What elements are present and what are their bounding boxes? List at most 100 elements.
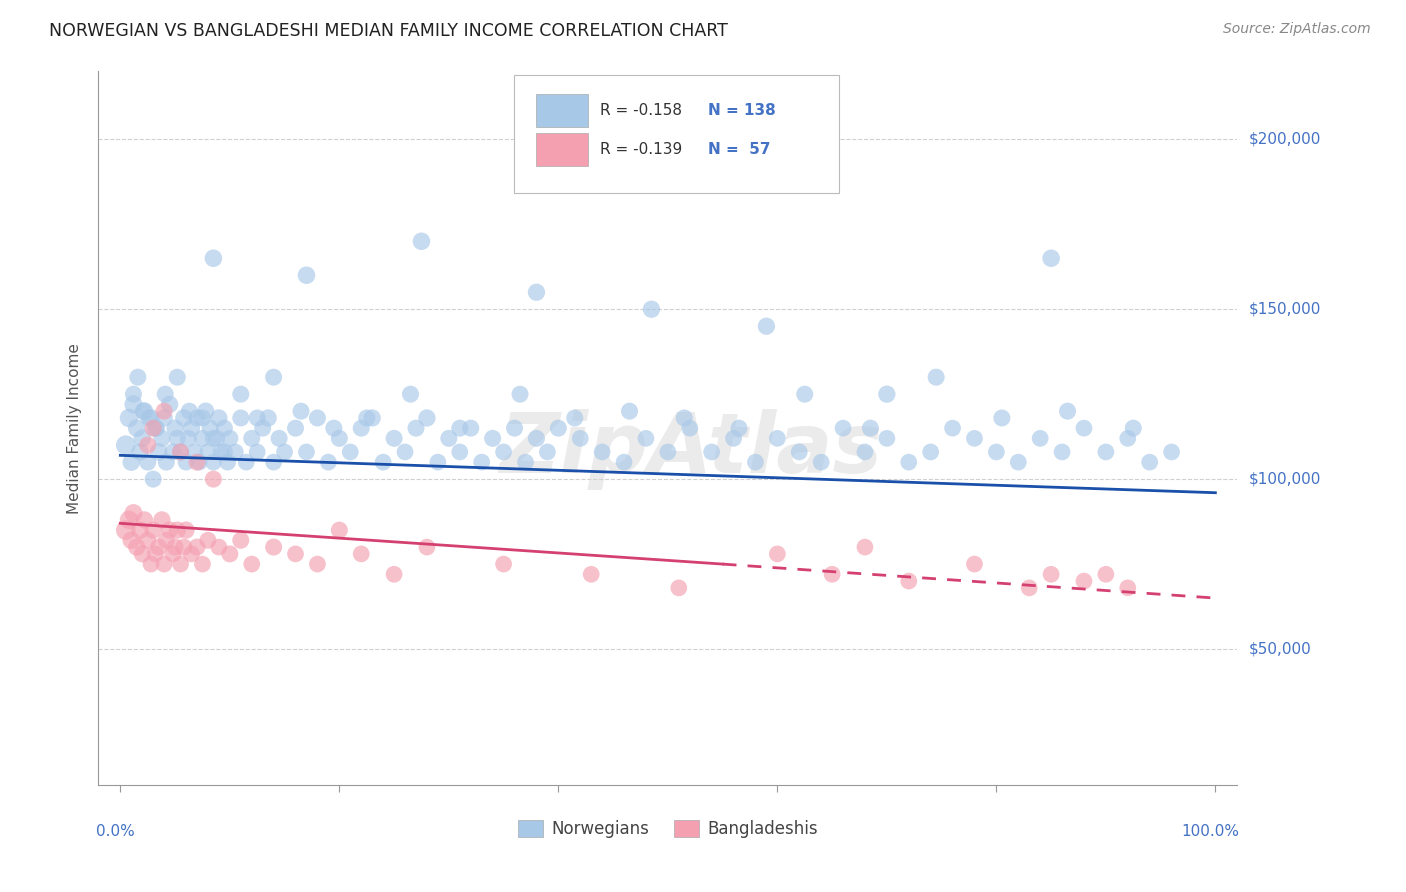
Point xyxy=(169,445,191,459)
Point xyxy=(700,445,723,459)
Point xyxy=(382,567,405,582)
Point xyxy=(1007,455,1029,469)
Point xyxy=(208,540,231,554)
Point xyxy=(180,547,202,561)
Point xyxy=(1095,567,1118,582)
FancyBboxPatch shape xyxy=(515,75,839,193)
Point xyxy=(131,431,153,445)
Point xyxy=(634,431,657,445)
Point xyxy=(787,445,810,459)
Point xyxy=(162,547,184,561)
Point xyxy=(679,421,702,435)
Point xyxy=(208,411,231,425)
Point xyxy=(640,302,662,317)
Point xyxy=(1040,252,1063,266)
Point xyxy=(832,421,855,435)
Point xyxy=(416,411,439,425)
Point xyxy=(202,431,225,445)
Point xyxy=(853,445,876,459)
Y-axis label: Median Family Income: Median Family Income xyxy=(67,343,83,514)
Text: Source: ZipAtlas.com: Source: ZipAtlas.com xyxy=(1223,22,1371,37)
Point xyxy=(150,431,173,445)
Point xyxy=(122,397,145,411)
Point xyxy=(162,445,184,459)
Point xyxy=(114,523,136,537)
Point xyxy=(134,404,156,418)
Point xyxy=(114,438,136,452)
Text: 100.0%: 100.0% xyxy=(1181,824,1240,839)
Point xyxy=(138,411,160,425)
Point xyxy=(322,421,344,435)
Point xyxy=(1040,567,1063,582)
Point xyxy=(382,431,405,445)
Point xyxy=(127,370,149,384)
Point xyxy=(579,567,602,582)
Point xyxy=(166,370,188,384)
Point xyxy=(399,387,422,401)
Point xyxy=(159,397,181,411)
Point xyxy=(153,557,176,571)
Point xyxy=(202,472,225,486)
Point xyxy=(859,421,882,435)
Text: R = -0.158: R = -0.158 xyxy=(599,103,682,118)
Point xyxy=(361,411,384,425)
Point xyxy=(122,506,145,520)
Point xyxy=(136,455,159,469)
Point xyxy=(481,431,503,445)
Point xyxy=(318,455,340,469)
Point xyxy=(214,445,236,459)
Point xyxy=(416,540,439,554)
Point xyxy=(166,523,188,537)
Point xyxy=(1018,581,1040,595)
Point xyxy=(673,411,696,425)
Point xyxy=(515,455,537,469)
Point xyxy=(668,581,690,595)
Point xyxy=(252,421,274,435)
Point xyxy=(188,455,211,469)
Point xyxy=(174,455,197,469)
Point xyxy=(411,234,433,248)
Point xyxy=(471,455,494,469)
Point xyxy=(1056,404,1078,418)
Point xyxy=(307,557,329,571)
Point xyxy=(129,445,152,459)
Text: ZipAtlas: ZipAtlas xyxy=(499,409,882,490)
Point xyxy=(273,445,295,459)
Text: 0.0%: 0.0% xyxy=(96,824,135,839)
Point xyxy=(136,438,159,452)
Point xyxy=(153,404,176,418)
Point xyxy=(1122,421,1144,435)
Point xyxy=(371,455,394,469)
Point xyxy=(269,431,291,445)
Point xyxy=(246,411,269,425)
Point xyxy=(1073,574,1095,588)
Point xyxy=(240,431,263,445)
Point xyxy=(1095,445,1118,459)
Point xyxy=(202,252,225,266)
Point xyxy=(148,445,170,459)
Point xyxy=(657,445,679,459)
Point xyxy=(235,455,257,469)
Point xyxy=(853,540,876,554)
Point xyxy=(229,411,252,425)
Legend: Norwegians, Bangladeshis: Norwegians, Bangladeshis xyxy=(512,813,824,845)
Point xyxy=(350,421,373,435)
Point xyxy=(155,455,177,469)
Point xyxy=(217,455,239,469)
Point xyxy=(564,411,586,425)
Point xyxy=(766,547,789,561)
Point xyxy=(214,421,236,435)
Point xyxy=(460,421,482,435)
Point xyxy=(198,421,221,435)
Point xyxy=(509,387,531,401)
Point xyxy=(155,387,177,401)
Point xyxy=(1116,581,1139,595)
Point xyxy=(169,445,191,459)
Point xyxy=(165,540,187,554)
Point xyxy=(209,445,232,459)
Point xyxy=(547,421,569,435)
Point xyxy=(263,540,285,554)
Point xyxy=(284,547,307,561)
Point xyxy=(613,455,636,469)
FancyBboxPatch shape xyxy=(536,134,588,166)
